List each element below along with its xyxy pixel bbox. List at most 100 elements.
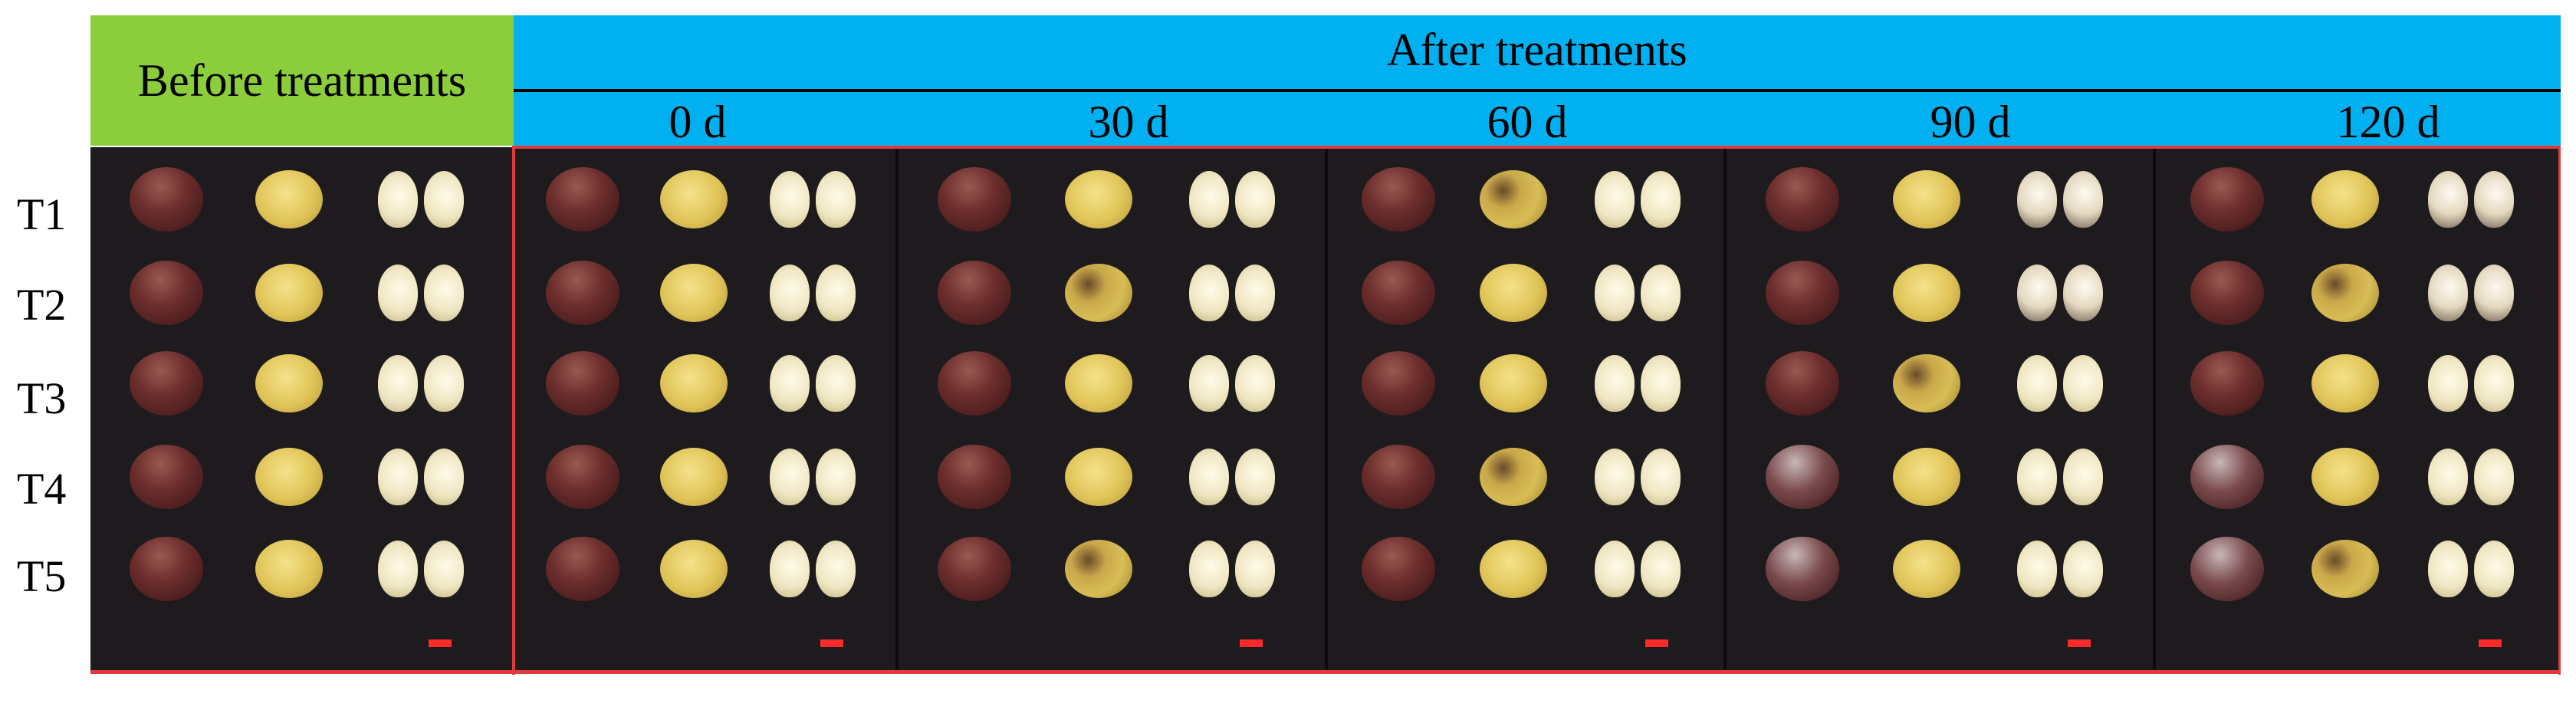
chestnut-shell	[130, 261, 204, 325]
chestnut-shell	[937, 351, 1011, 416]
border-top	[514, 146, 2561, 149]
kernel-half	[2474, 355, 2515, 412]
kernel-half	[770, 449, 810, 505]
kernel-half	[2016, 171, 2057, 228]
scale-bar	[1644, 639, 1668, 647]
chestnut-shell	[2190, 351, 2265, 416]
peeled-kernel	[660, 448, 728, 506]
day-label-60: 60 d	[1487, 97, 1568, 147]
scale-bar	[820, 639, 843, 647]
chestnut-shell	[1361, 167, 1435, 232]
kernel-half	[423, 541, 464, 597]
peeled-kernel	[255, 448, 324, 506]
kernel-half	[816, 541, 856, 597]
chestnut-shell	[937, 445, 1011, 509]
peeled-kernel	[2312, 540, 2380, 598]
chestnut-shell	[2190, 537, 2265, 601]
kernel-half	[2474, 265, 2515, 321]
chestnut-shell	[1765, 167, 1839, 232]
kernel-half	[2062, 171, 2103, 228]
chestnut-photo-grid	[90, 147, 2561, 673]
panel-divider	[2153, 147, 2156, 673]
kernel-half	[770, 541, 810, 597]
kernel-half	[423, 449, 464, 505]
kernel-half	[1640, 449, 1681, 505]
kernel-half	[2016, 355, 2057, 412]
peeled-kernel	[255, 264, 324, 322]
peeled-kernel	[255, 354, 324, 413]
scale-bar	[2067, 639, 2091, 647]
panel-divider	[1325, 147, 1328, 673]
kernel-half	[1640, 541, 1681, 597]
chestnut-shell	[2190, 445, 2265, 509]
peeled-kernel	[1065, 540, 1133, 598]
kernel-half	[1594, 171, 1635, 228]
row-label-t1: T1	[17, 189, 67, 239]
kernel-half	[2474, 541, 2515, 597]
chestnut-shell	[937, 261, 1011, 325]
kernel-half	[770, 355, 810, 412]
chestnut-shell	[546, 351, 619, 416]
peeled-kernel	[255, 540, 324, 598]
chestnut-shell	[1765, 537, 1839, 601]
kernel-half	[2428, 541, 2469, 597]
kernel-half	[1234, 541, 1275, 597]
panel-90d	[1725, 147, 2154, 673]
chestnut-shell	[2190, 167, 2265, 232]
kernel-half	[770, 265, 810, 321]
row-label-t5: T5	[17, 551, 67, 601]
kernel-half	[1234, 355, 1275, 412]
peeled-kernel	[1893, 448, 1961, 506]
chestnut-shell	[937, 537, 1011, 601]
peeled-kernel	[255, 170, 324, 228]
chestnut-shell	[1765, 261, 1839, 325]
kernel-half	[423, 265, 464, 321]
kernel-half	[816, 355, 856, 412]
after-treatments-label: After treatments	[1387, 24, 1687, 75]
kernel-half	[1188, 171, 1229, 228]
day-label-30: 30 d	[1088, 97, 1169, 147]
peeled-kernel	[660, 540, 728, 598]
peeled-kernel	[1480, 354, 1548, 413]
peeled-kernel	[1065, 354, 1133, 413]
kernel-half	[2016, 541, 2057, 597]
kernel-half	[1188, 265, 1229, 321]
after-treatments-header: After treatments 0 d 30 d 60 d 90 d 120 …	[514, 15, 2561, 146]
peeled-kernel	[660, 170, 728, 228]
chestnut-shell	[130, 537, 204, 601]
kernel-half	[2062, 355, 2103, 412]
panel-divider	[1723, 147, 1727, 673]
scale-bar	[1239, 639, 1263, 647]
kernel-half	[1234, 265, 1275, 321]
panel-0d	[514, 147, 897, 673]
before-treatments-label: Before treatments	[137, 54, 467, 106]
kernel-half	[770, 171, 810, 228]
peeled-kernel	[1065, 264, 1133, 322]
panel-60d	[1326, 147, 1725, 673]
chestnut-shell	[130, 445, 204, 509]
kernel-half	[1234, 449, 1275, 505]
peeled-kernel	[1065, 448, 1133, 506]
chestnut-shell	[130, 351, 204, 416]
chestnut-shell	[1361, 445, 1435, 509]
peeled-kernel	[660, 264, 728, 322]
day-label-90: 90 d	[1930, 97, 2011, 147]
kernel-half	[377, 541, 418, 597]
peeled-kernel	[1893, 170, 1961, 228]
peeled-kernel	[1480, 540, 1548, 598]
kernel-half	[2474, 171, 2515, 228]
chestnut-shell	[1765, 351, 1839, 416]
peeled-kernel	[1893, 264, 1961, 322]
chestnut-shell	[1361, 261, 1435, 325]
kernel-half	[377, 171, 418, 228]
chestnut-shell	[130, 167, 204, 232]
peeled-kernel	[660, 354, 728, 413]
kernel-half	[2016, 265, 2057, 321]
chestnut-shell	[546, 445, 619, 509]
peeled-kernel	[1480, 448, 1548, 506]
kernel-half	[816, 265, 856, 321]
peeled-kernel	[1893, 540, 1961, 598]
kernel-half	[816, 171, 856, 228]
peeled-kernel	[1893, 354, 1961, 413]
kernel-half	[2016, 449, 2057, 505]
